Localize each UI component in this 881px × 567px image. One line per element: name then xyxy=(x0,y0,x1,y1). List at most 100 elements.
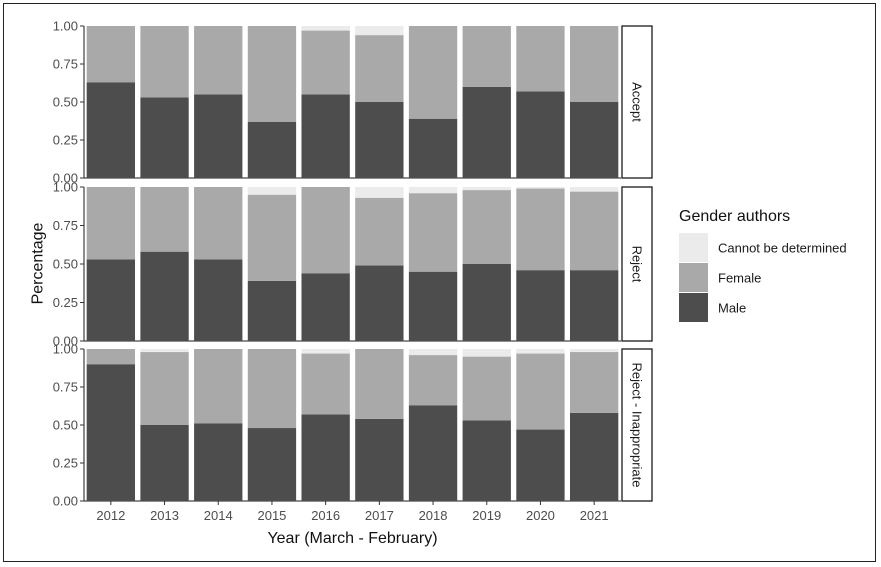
bar-reject-2015-female xyxy=(247,194,297,281)
y-axis-title: Percentage xyxy=(30,222,47,304)
y-tick-label-reject: 0.50 xyxy=(53,257,78,272)
bar-accept-2017-female xyxy=(355,35,404,103)
bar-accept-2016-cannot-be-determined xyxy=(301,26,350,31)
bar-accept-2019-female xyxy=(462,26,511,87)
bar-accept-2014-male xyxy=(194,94,243,178)
legend-key-male xyxy=(679,293,708,322)
x-axis-title: Year (March - February) xyxy=(267,530,437,547)
chart-frame xyxy=(3,3,876,562)
bar-reject-inappropriate-2020-female xyxy=(516,353,565,430)
bar-accept-2018-male xyxy=(408,118,458,178)
bar-reject-inappropriate-2017-male xyxy=(355,418,404,501)
bar-reject-inappropriate-2021-male xyxy=(569,412,619,501)
bar-reject-inappropriate-2015-male xyxy=(247,428,297,501)
x-tick-label-2019: 2019 xyxy=(472,508,501,523)
bar-reject-2013-female xyxy=(140,187,189,252)
legend-label-female: Female xyxy=(718,271,761,286)
bar-accept-2017-cannot-be-determined xyxy=(355,26,404,36)
bar-accept-2017-male xyxy=(355,102,404,178)
bar-reject-inappropriate-2018-female xyxy=(408,355,458,406)
bar-reject-inappropriate-2012-male xyxy=(86,364,136,501)
legend-label-cannot-be-determined: Cannot be determined xyxy=(718,241,847,256)
y-tick-label-accept: 0.00 xyxy=(53,171,78,186)
bar-accept-2019-male xyxy=(462,86,511,178)
x-tick-label-2015: 2015 xyxy=(257,508,286,523)
x-tick-label-2021: 2021 xyxy=(580,508,609,523)
bar-accept-2016-female xyxy=(301,30,350,95)
bar-reject-inappropriate-2014-male xyxy=(194,423,243,501)
y-tick-label-reject-inappropriate: 0.25 xyxy=(53,456,78,471)
bar-reject-2012-male xyxy=(86,259,136,341)
y-tick-label-accept: 0.75 xyxy=(53,57,78,72)
x-tick-label-2012: 2012 xyxy=(96,508,125,523)
bar-reject-inappropriate-2014-female xyxy=(194,349,243,424)
bar-accept-2020-male xyxy=(516,91,565,178)
y-tick-label-reject-inappropriate: 0.00 xyxy=(53,494,78,509)
bar-reject-2021-female xyxy=(569,191,619,271)
bar-reject-2020-cannot-be-determined xyxy=(516,187,565,189)
x-tick-label-2014: 2014 xyxy=(204,508,233,523)
facet-strip-reject-inappropriate xyxy=(621,348,653,502)
bar-reject-inappropriate-2020-male xyxy=(516,429,565,501)
x-tick-label-2017: 2017 xyxy=(365,508,394,523)
bar-reject-inappropriate-2013-male xyxy=(140,425,189,501)
bar-accept-2020-female xyxy=(516,26,565,92)
bar-reject-inappropriate-2020-cannot-be-determined xyxy=(516,349,565,354)
x-tick-label-2013: 2013 xyxy=(150,508,179,523)
bar-reject-2018-male xyxy=(408,271,458,341)
bar-reject-inappropriate-2019-male xyxy=(462,420,511,501)
bar-reject-2020-female xyxy=(516,188,565,271)
bar-accept-2012-male xyxy=(86,82,136,178)
legend-key-female xyxy=(679,263,708,292)
facet-strip-reject xyxy=(621,186,653,342)
x-tick-label-2020: 2020 xyxy=(526,508,555,523)
bar-reject-2014-female xyxy=(194,187,243,260)
x-tick-label-2018: 2018 xyxy=(419,508,448,523)
bar-reject-inappropriate-2021-cannot-be-determined xyxy=(569,349,619,353)
bar-reject-2018-cannot-be-determined xyxy=(408,187,458,194)
bar-reject-2017-male xyxy=(355,265,404,341)
bar-reject-2017-cannot-be-determined xyxy=(355,187,404,198)
y-tick-label-reject: 0.75 xyxy=(53,218,78,233)
bar-accept-2012-female xyxy=(86,26,136,83)
bar-reject-inappropriate-2016-cannot-be-determined xyxy=(301,349,350,354)
y-tick-label-accept: 1.00 xyxy=(53,19,78,34)
bar-reject-inappropriate-2016-male xyxy=(301,414,350,501)
bar-reject-2019-female xyxy=(462,190,511,264)
bar-reject-2021-male xyxy=(569,270,619,341)
facet-strip-label-reject-inappropriate: Reject - Inappropriate xyxy=(630,362,645,487)
y-tick-label-accept: 0.25 xyxy=(53,133,78,148)
bar-reject-2012-female xyxy=(86,187,136,260)
y-tick-label-reject: 1.00 xyxy=(53,180,78,195)
facet-strip-label-reject: Reject xyxy=(630,246,645,283)
bar-reject-inappropriate-2016-female xyxy=(301,353,350,415)
y-tick-label-reject-inappropriate: 0.50 xyxy=(53,418,78,433)
bar-reject-2015-male xyxy=(247,280,297,341)
bar-accept-2015-female xyxy=(247,26,297,122)
bar-reject-2018-female xyxy=(408,193,458,272)
y-tick-label-accept: 0.50 xyxy=(53,95,78,110)
legend-title: Gender authors xyxy=(679,208,790,225)
bar-reject-inappropriate-2021-female xyxy=(569,352,619,413)
bar-reject-inappropriate-2013-cannot-be-determined xyxy=(140,349,189,353)
bar-reject-2019-male xyxy=(462,264,511,341)
y-tick-label-reject: 0.00 xyxy=(53,334,78,349)
bar-reject-inappropriate-2013-female xyxy=(140,352,189,425)
bar-reject-2020-male xyxy=(516,270,565,341)
bar-accept-2013-male xyxy=(140,97,189,178)
bar-reject-2021-cannot-be-determined xyxy=(569,187,619,192)
bar-reject-2016-female xyxy=(301,187,350,274)
bar-reject-2017-female xyxy=(355,197,404,266)
x-tick-label-2016: 2016 xyxy=(311,508,340,523)
bar-reject-inappropriate-2018-cannot-be-determined xyxy=(408,349,458,356)
bar-accept-2018-female xyxy=(408,26,458,119)
y-tick-label-reject-inappropriate: 0.75 xyxy=(53,380,78,395)
bar-reject-2019-cannot-be-determined xyxy=(462,187,511,191)
legend-key-cannot-be-determined xyxy=(679,233,708,262)
bar-reject-inappropriate-2019-cannot-be-determined xyxy=(462,349,511,357)
y-tick-label-reject: 0.25 xyxy=(53,295,78,310)
bar-accept-2015-male xyxy=(247,121,297,178)
bar-reject-inappropriate-2018-male xyxy=(408,405,458,501)
bar-accept-2021-male xyxy=(569,102,619,178)
bar-reject-inappropriate-2019-female xyxy=(462,356,511,421)
